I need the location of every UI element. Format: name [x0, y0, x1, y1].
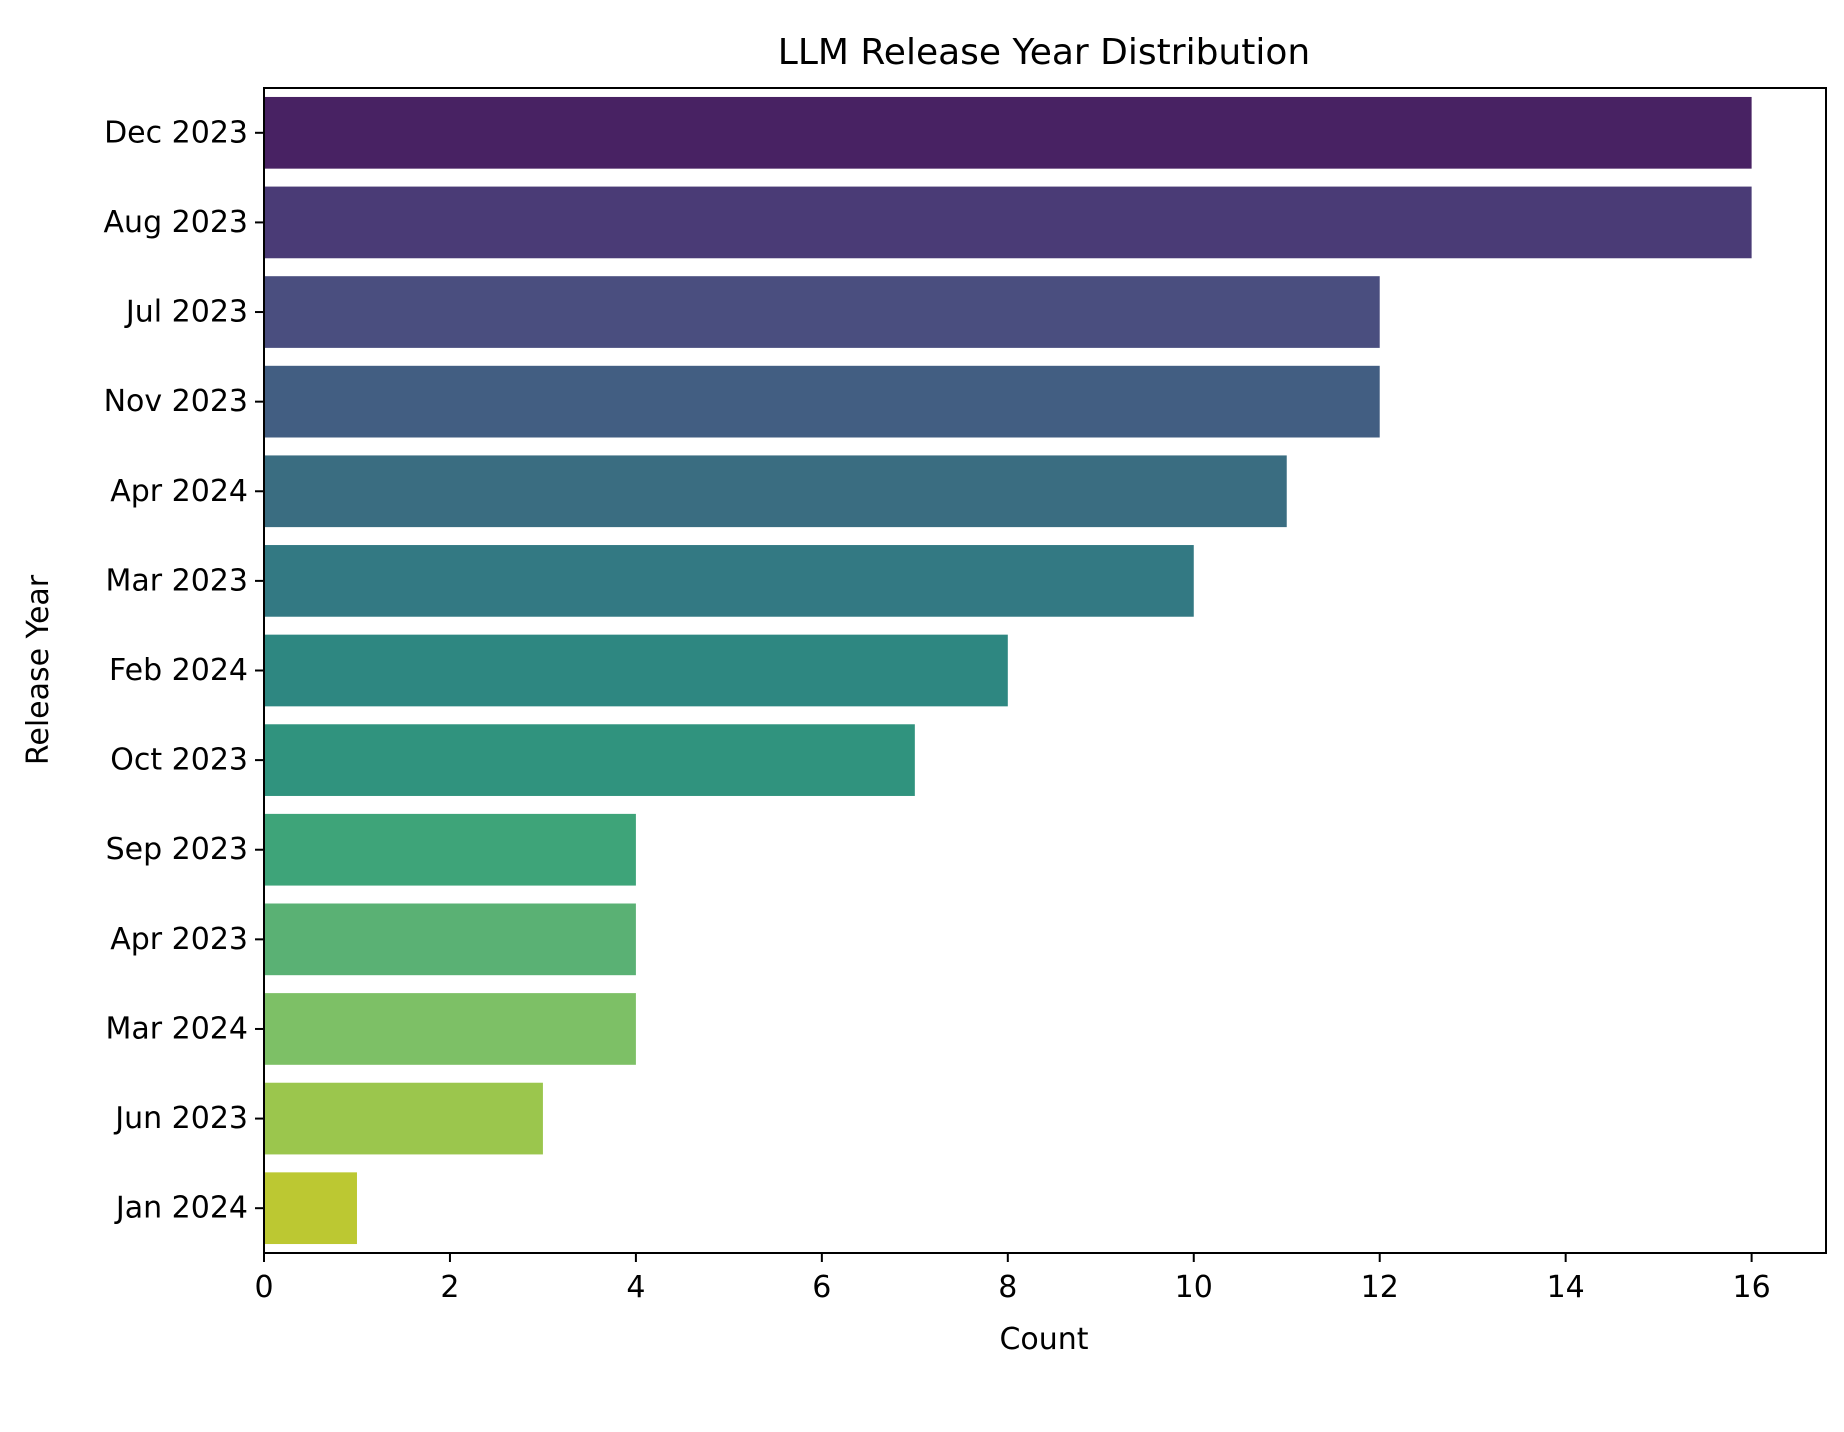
bar	[264, 96, 1752, 169]
x-tick-label: 4	[626, 1270, 645, 1305]
y-tick-label: Jan 2024	[114, 1191, 248, 1226]
y-tick-label: Oct 2023	[110, 743, 248, 778]
y-tick-label: Jul 2023	[124, 295, 248, 330]
y-tick-label: Mar 2024	[106, 1011, 249, 1046]
y-tick-label: Apr 2024	[110, 474, 248, 509]
x-axis-label: Count	[999, 1322, 1088, 1357]
bar	[264, 724, 915, 796]
x-tick-label: 2	[440, 1270, 459, 1305]
y-tick-label: Jun 2023	[113, 1101, 248, 1136]
y-tick-label: Feb 2024	[109, 653, 248, 688]
bar	[264, 545, 1194, 617]
y-tick-label: Mar 2023	[106, 563, 249, 598]
x-tick-label: 12	[1361, 1270, 1399, 1305]
bar	[264, 903, 636, 976]
y-axis-ticks: Dec 2023 Aug 2023 Jul 2023 Nov 2023 Apr 2024…	[104, 115, 264, 1226]
bar	[264, 813, 636, 886]
x-tick-label: 8	[998, 1270, 1017, 1305]
bar	[264, 1082, 543, 1155]
bar	[264, 455, 1287, 528]
bar	[264, 186, 1752, 259]
x-tick-label: 0	[254, 1270, 273, 1305]
x-tick-label: 10	[1175, 1270, 1213, 1305]
y-tick-label: Dec 2023	[104, 115, 248, 150]
bar	[264, 634, 1008, 707]
y-axis-label: Release Year	[21, 574, 56, 765]
x-axis-ticks: 0 2 4 6 8 10 12 14 16	[254, 1253, 1771, 1305]
bar	[264, 993, 636, 1065]
x-tick-label: 14	[1547, 1270, 1585, 1305]
y-tick-label: Nov 2023	[104, 384, 248, 419]
bars	[264, 96, 1752, 1245]
bar	[264, 1172, 357, 1245]
x-tick-label: 6	[812, 1270, 831, 1305]
y-tick-label: Apr 2023	[110, 922, 248, 957]
bar	[264, 365, 1380, 438]
x-tick-label: 16	[1733, 1270, 1771, 1305]
chart-title: LLM Release Year Distribution	[778, 32, 1310, 73]
y-tick-label: Aug 2023	[104, 205, 248, 240]
bar	[264, 276, 1380, 348]
y-tick-label: Sep 2023	[106, 832, 248, 867]
